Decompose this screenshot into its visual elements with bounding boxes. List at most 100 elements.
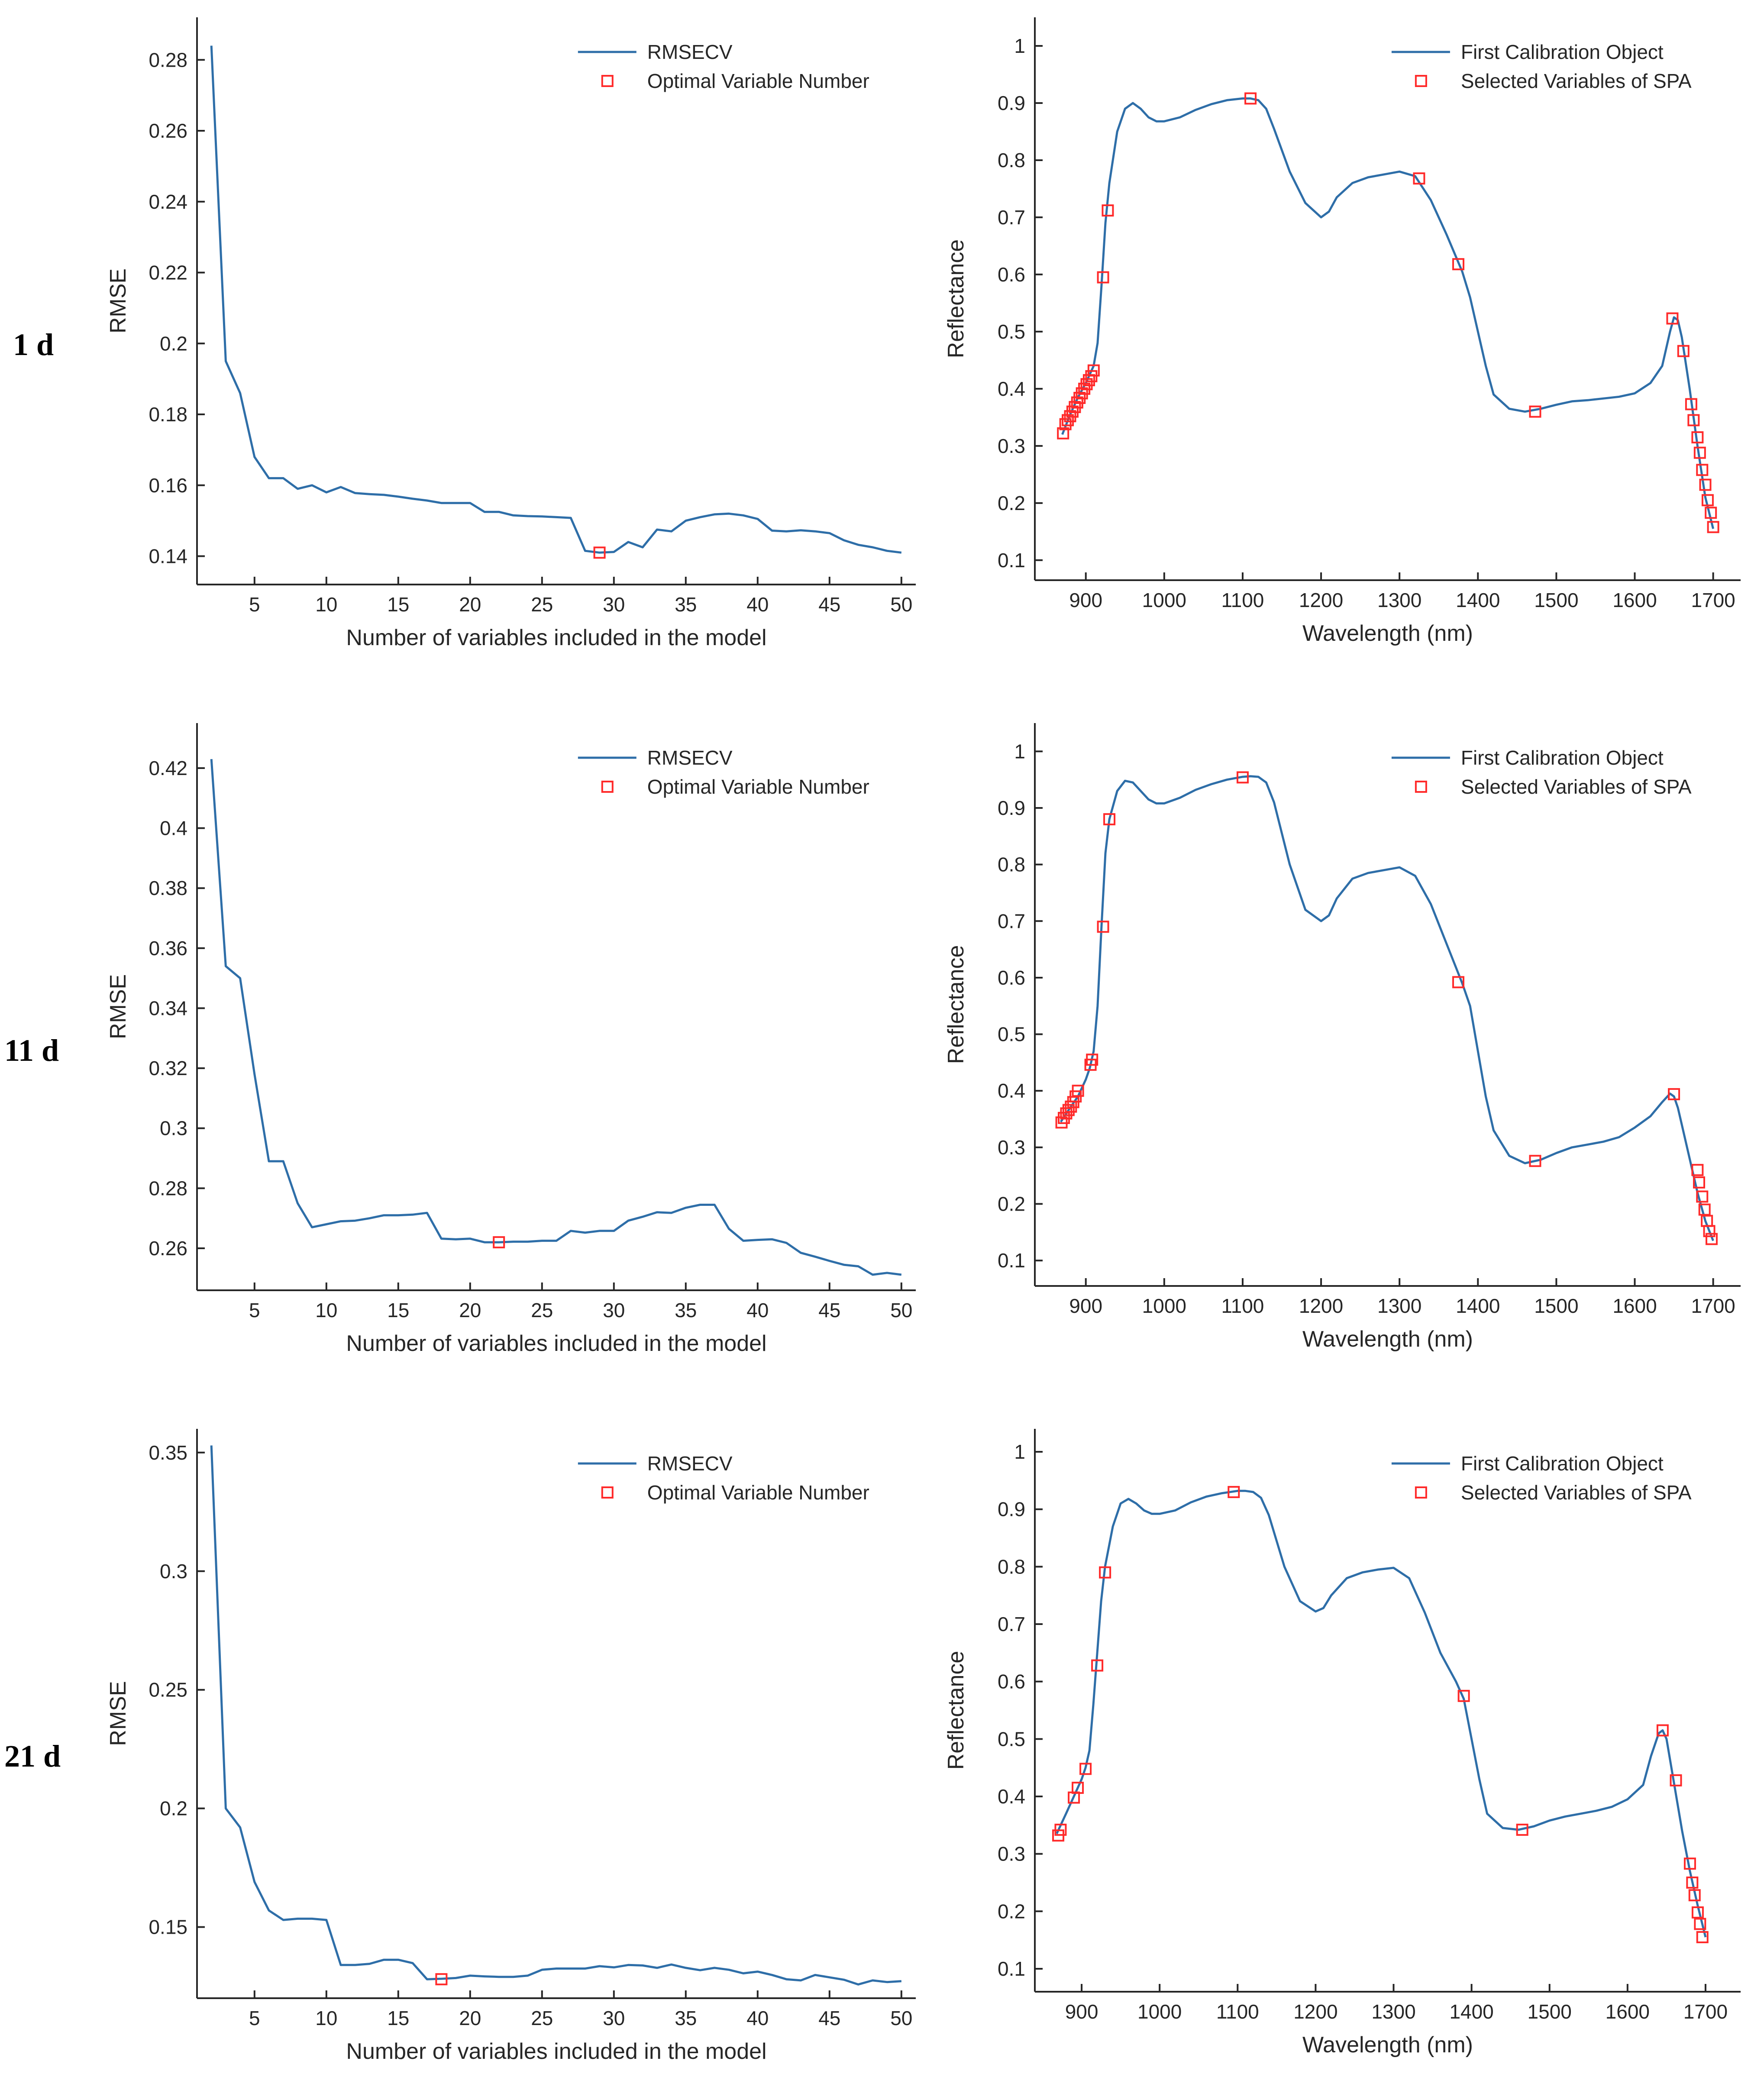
data-point-marker — [1683, 1857, 1696, 1870]
data-point-marker — [1691, 1164, 1704, 1176]
x-tick-label: 1400 — [1456, 1295, 1500, 1317]
data-point-marker — [1529, 1155, 1541, 1167]
x-axis-title: Number of variables included in the mode… — [346, 2039, 766, 2064]
data-point-marker — [593, 546, 606, 559]
y-tick-label: 0.26 — [149, 120, 187, 142]
y-tick-label: 0.7 — [998, 910, 1025, 932]
legend-marker-swatch — [601, 781, 614, 793]
data-point-marker — [1102, 204, 1114, 217]
x-axis-title: Number of variables included in the mode… — [346, 1331, 766, 1356]
y-tick-label: 0.1 — [998, 1958, 1025, 1980]
y-tick-label: 0.1 — [998, 1249, 1025, 1272]
data-point-marker — [1452, 976, 1464, 988]
x-tick-label: 45 — [818, 1299, 840, 1321]
x-tick-label: 25 — [531, 2007, 553, 2029]
data-point-marker — [1079, 1763, 1092, 1775]
data-point-marker — [1099, 1566, 1111, 1579]
y-tick-label: 0.9 — [998, 1498, 1025, 1521]
data-point-marker — [1703, 1225, 1716, 1237]
data-point-marker — [1688, 1889, 1701, 1902]
data-point-marker — [435, 1973, 448, 1986]
legend-marker-swatch — [1415, 1486, 1427, 1499]
y-tick-label: 0.7 — [998, 1613, 1025, 1635]
data-point-marker — [1705, 507, 1717, 519]
y-tick-label: 0.38 — [149, 877, 187, 899]
y-tick-label: 0.28 — [149, 1177, 187, 1199]
data-point-marker — [1457, 1689, 1470, 1702]
x-tick-label: 10 — [315, 2007, 337, 2029]
data-point-marker — [1698, 1203, 1711, 1216]
y-tick-label: 0.4 — [998, 1079, 1025, 1102]
legend-label-markers: Optimal Variable Number — [647, 70, 869, 92]
y-tick-label: 0.8 — [998, 1555, 1025, 1578]
x-tick-label: 1300 — [1371, 2000, 1415, 2023]
series-line-rmsecv — [210, 759, 902, 1276]
y-tick-label: 0.2 — [160, 332, 187, 355]
data-point-marker — [1228, 1486, 1240, 1498]
x-tick-label: 5 — [249, 1299, 260, 1321]
x-tick-label: 45 — [818, 2007, 840, 2029]
data-point-marker — [1668, 1088, 1680, 1101]
data-point-marker — [1691, 431, 1704, 444]
x-tick-label: 5 — [249, 2007, 260, 2029]
y-tick-label: 0.8 — [998, 149, 1025, 171]
y-tick-label: 0.6 — [998, 263, 1025, 286]
series-line-rmsecv — [210, 45, 902, 554]
x-tick-label: 40 — [746, 593, 769, 616]
y-tick-label: 0.2 — [160, 1797, 187, 1820]
x-tick-label: 30 — [603, 2007, 625, 2029]
data-point-marker — [1072, 1782, 1084, 1794]
x-tick-label: 1200 — [1293, 2000, 1338, 2023]
x-tick-label: 1600 — [1612, 1295, 1657, 1317]
legend-label-series: First Calibration Object — [1461, 41, 1664, 63]
chart-1: 5 10 15 20 25 30 35 40 45 50 0.14 0.16 0.18 0.2 0.22 0.… — [106, 17, 916, 650]
legend-label-markers: Selected Variables of SPA — [1461, 70, 1692, 92]
y-tick-label: 0.3 — [998, 1843, 1025, 1865]
data-point-marker — [1236, 771, 1249, 784]
x-tick-label: 40 — [746, 1299, 769, 1321]
data-point-marker — [1087, 364, 1100, 377]
y-tick-label: 0.2 — [998, 1900, 1025, 1922]
data-point-marker — [1685, 398, 1697, 410]
y-tick-label: 0.32 — [149, 1057, 187, 1079]
legend-label-markers: Selected Variables of SPA — [1461, 1481, 1692, 1504]
y-tick-label: 0.1 — [998, 549, 1025, 572]
data-point-marker — [1097, 921, 1109, 933]
data-point-marker — [1677, 345, 1690, 357]
data-point-marker — [1529, 405, 1541, 418]
y-tick-label: 0.25 — [149, 1679, 187, 1701]
series-line-first-calibration-object — [1061, 97, 1715, 529]
x-tick-label: 1200 — [1299, 589, 1343, 611]
data-point-marker — [1244, 92, 1257, 105]
legend-label-markers: Selected Variables of SPA — [1461, 775, 1692, 798]
y-tick-label: 0.2 — [998, 492, 1025, 514]
data-point-marker — [1452, 258, 1464, 271]
x-tick-label: 25 — [531, 1299, 553, 1321]
x-tick-label: 10 — [315, 1299, 337, 1321]
y-tick-label: 1 — [1014, 35, 1025, 57]
x-tick-label: 1600 — [1612, 589, 1657, 611]
y-tick-label: 1 — [1014, 740, 1025, 762]
row-label-21d: 21 d — [4, 1739, 61, 1773]
data-point-marker — [1103, 813, 1116, 826]
x-tick-label: 1100 — [1221, 1295, 1264, 1317]
data-point-marker — [1057, 427, 1069, 439]
chart-5: 5 10 15 20 25 30 35 40 45 50 0.15 0.2 0.25 0.3 0.35 Num… — [106, 1429, 916, 2064]
x-tick-label: 1700 — [1683, 2000, 1728, 2023]
y-axis-title: Reflectance — [943, 1651, 969, 1770]
y-tick-label: 0.5 — [998, 1023, 1025, 1046]
x-tick-label: 20 — [459, 2007, 481, 2029]
y-tick-label: 0.9 — [998, 92, 1025, 114]
x-axis-title: Wavelength (nm) — [1302, 621, 1473, 646]
x-tick-label: 45 — [818, 593, 840, 616]
x-tick-label: 30 — [603, 593, 625, 616]
x-tick-label: 1500 — [1534, 589, 1578, 611]
y-axis-title: Reflectance — [943, 239, 969, 359]
data-point-marker — [1516, 1823, 1528, 1836]
data-point-marker — [1054, 1823, 1067, 1836]
x-tick-label: 30 — [603, 1299, 625, 1321]
y-tick-label: 0.6 — [998, 966, 1025, 989]
x-tick-label: 1400 — [1449, 2000, 1493, 2023]
y-tick-label: 0.28 — [149, 48, 187, 71]
y-tick-label: 0.42 — [149, 757, 187, 779]
